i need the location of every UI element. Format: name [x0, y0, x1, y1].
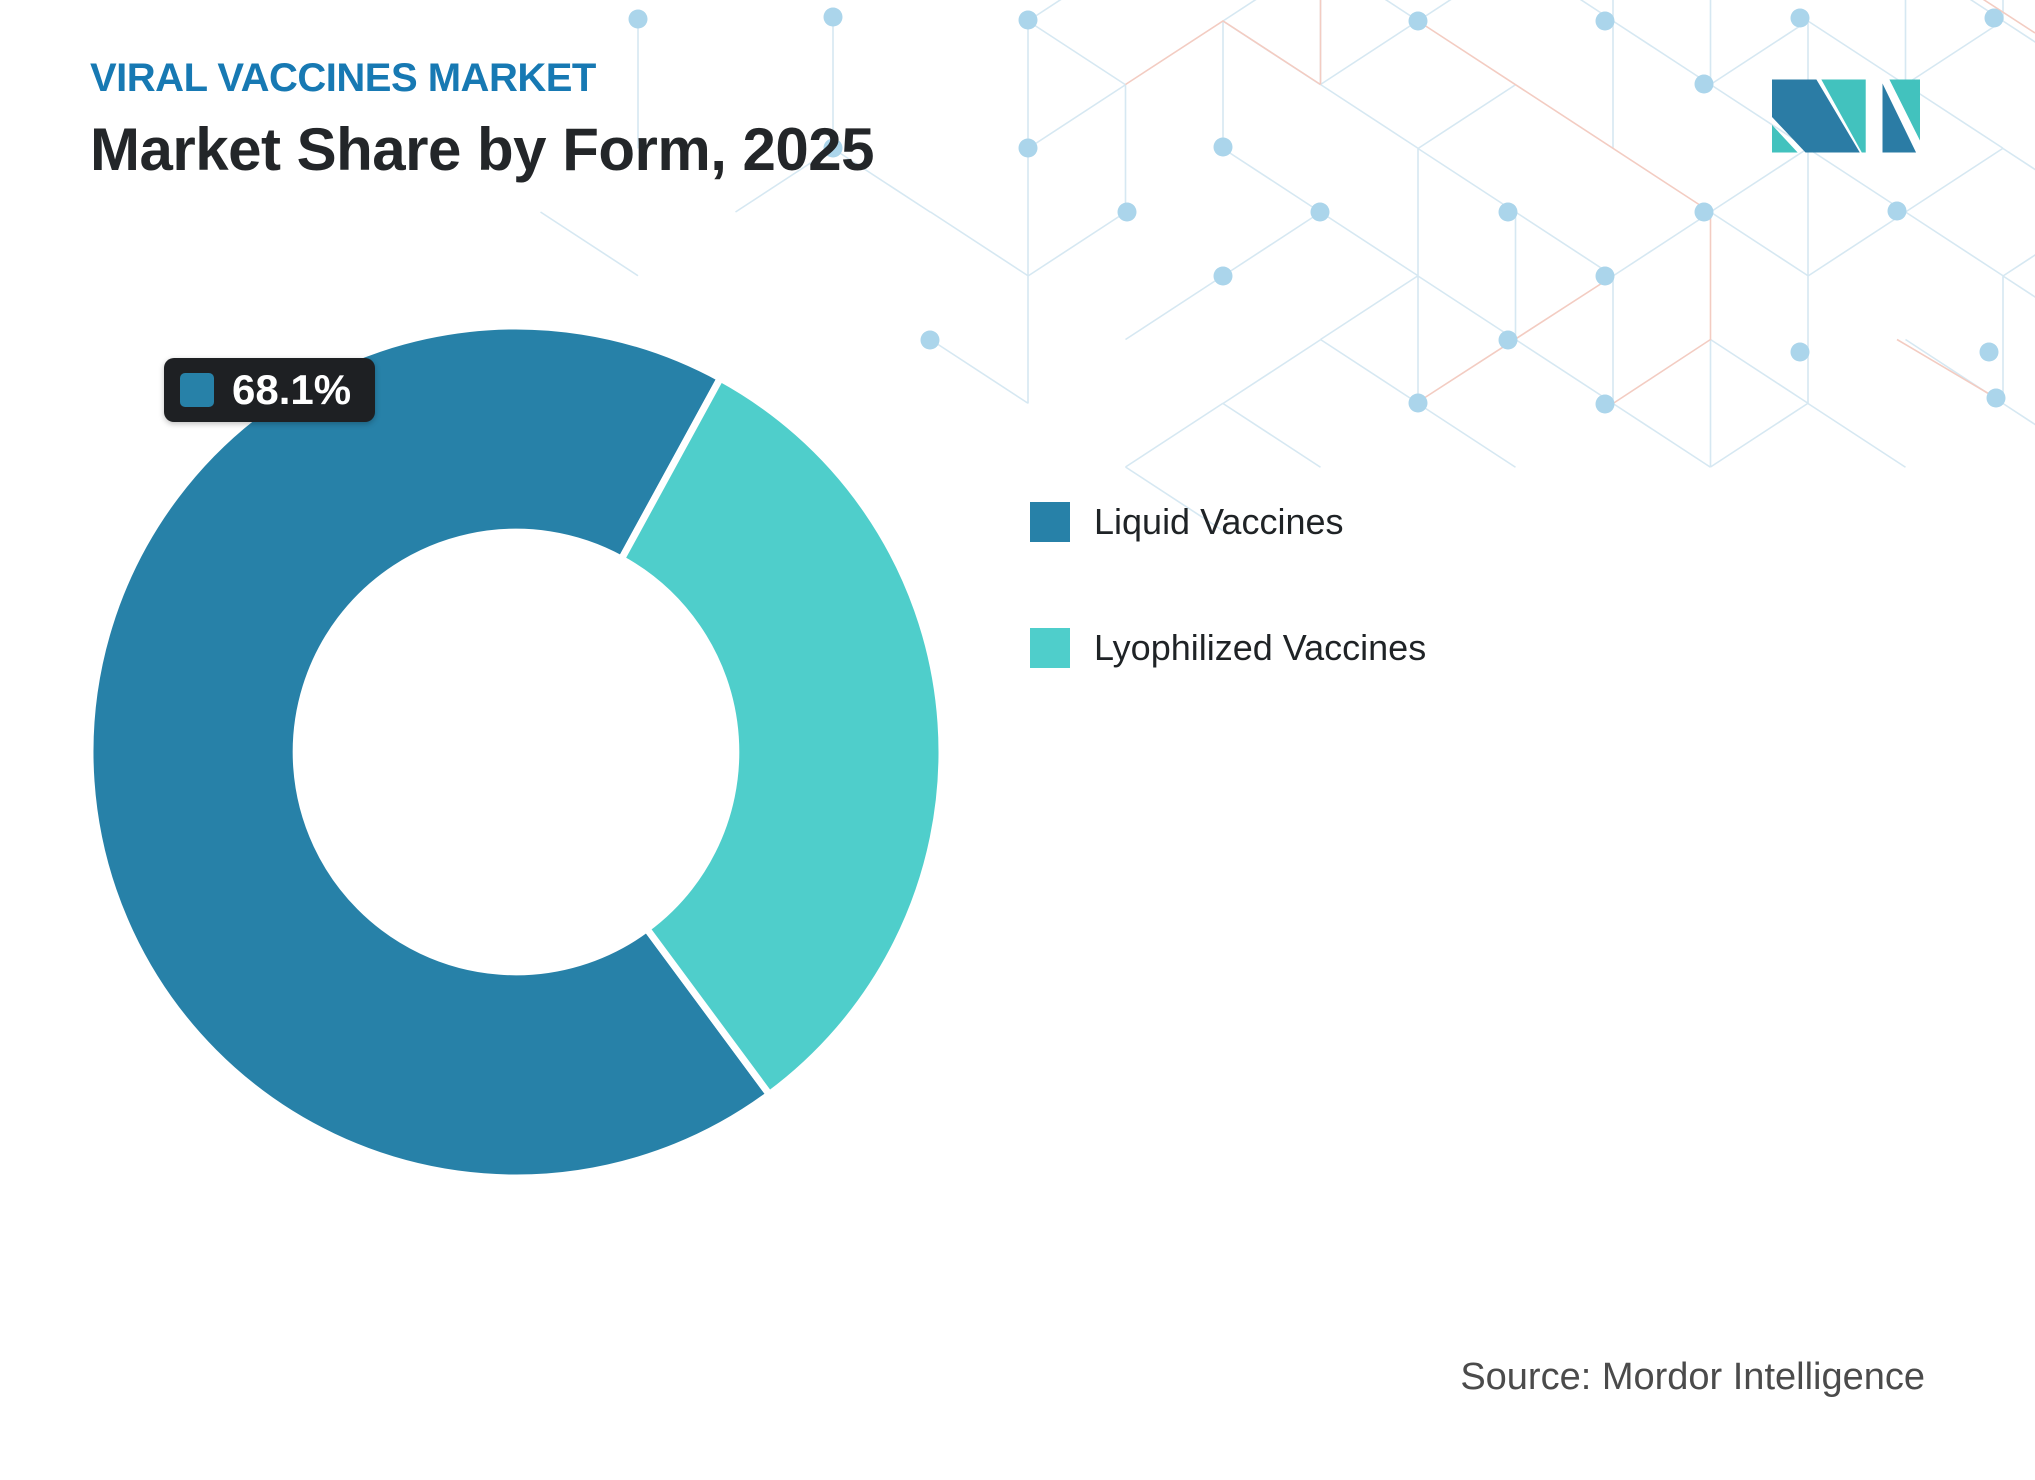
pattern-dot	[1310, 202, 1330, 222]
pattern-dot	[1790, 8, 1810, 28]
report-kicker: VIRAL VACCINES MARKET	[90, 56, 596, 100]
pattern-dot	[1213, 137, 1233, 157]
pattern-dot	[1408, 11, 1428, 31]
donut-segment-liquid-vaccines	[86, 322, 773, 1182]
hex-mesh-accent-lines	[1125, 0, 2035, 405]
badge-value: 68.1%	[232, 366, 352, 413]
legend: Liquid Vaccines Lyophilized Vaccines	[1030, 501, 1426, 669]
pattern-dot	[823, 7, 843, 27]
pattern-dot	[1984, 8, 2004, 28]
pattern-dot	[1018, 138, 1038, 158]
legend-label: Liquid Vaccines	[1094, 501, 1344, 542]
legend-item-lyophilized: Lyophilized Vaccines	[1030, 627, 1426, 669]
source-attribution: Source: Mordor Intelligence	[1460, 1356, 1925, 1398]
pattern-dot	[1498, 202, 1518, 222]
pattern-dot	[1694, 74, 1714, 94]
donut-chart: 68.1%	[86, 322, 946, 1182]
pattern-dot	[1595, 266, 1615, 286]
pattern-dot	[1790, 342, 1810, 362]
legend-swatch	[1030, 502, 1070, 542]
donut-segment-lyophilized-vaccines	[617, 374, 946, 1098]
header: VIRAL VACCINES MARKET Market Share by Fo…	[90, 56, 875, 184]
pattern-dot	[1408, 393, 1428, 413]
legend-item-liquid: Liquid Vaccines	[1030, 501, 1426, 543]
pattern-dot	[1595, 394, 1615, 414]
pattern-dot	[628, 9, 648, 29]
donut-chart-svg	[86, 322, 946, 1182]
pattern-dot	[1979, 342, 1999, 362]
pattern-dot	[1018, 10, 1038, 30]
pattern-dot	[1694, 202, 1714, 222]
pattern-dot	[1887, 201, 1907, 221]
value-badge: 68.1%	[164, 358, 376, 422]
pattern-dot	[1213, 266, 1233, 286]
pattern-dot	[1498, 330, 1518, 350]
pattern-dot	[1117, 202, 1137, 222]
pattern-dot	[1595, 11, 1615, 31]
legend-label: Lyophilized Vaccines	[1094, 627, 1427, 668]
pattern-dot	[1986, 388, 2006, 408]
badge-swatch	[180, 373, 214, 407]
legend-swatch	[1030, 628, 1070, 668]
mordor-intelligence-logo	[1772, 79, 1920, 153]
page-title: Market Share by Form, 2025	[90, 116, 875, 183]
